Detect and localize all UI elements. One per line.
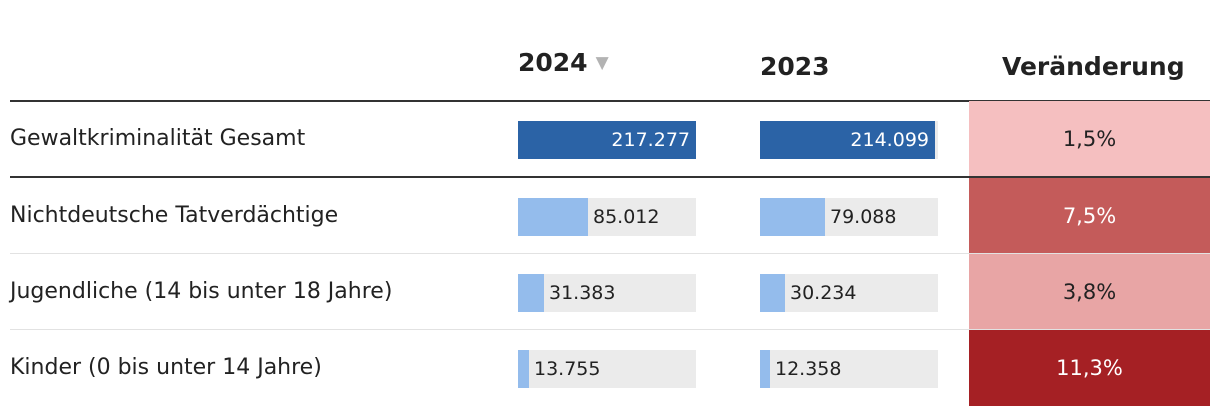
bar-2023 <box>760 198 825 236</box>
bar-track-2023: 30.234 <box>760 274 938 312</box>
bar-value-2024: 85.012 <box>593 206 660 228</box>
bar-track-2024: 31.383 <box>518 274 696 312</box>
bar-2024 <box>518 274 544 312</box>
bar-2023 <box>760 350 770 388</box>
table-row: Kinder (0 bis unter 14 Jahre) 13.755 12.35… <box>10 330 1210 406</box>
header-2024[interactable]: 2024 ▼ <box>518 48 609 77</box>
table-row: Nichtdeutsche Tatverdächtige 85.012 79.088… <box>10 178 1210 254</box>
bar-track-2024: 217.277 <box>518 121 696 159</box>
row-label: Jugendliche (14 bis unter 18 Jahre) <box>10 279 393 304</box>
header-change[interactable]: Veränderung <box>1002 52 1185 81</box>
row-label: Gewaltkriminalität Gesamt <box>10 126 306 151</box>
row-divider <box>10 253 1210 254</box>
bar-2023 <box>760 274 785 312</box>
bar-2024 <box>518 350 529 388</box>
bar-value-2024: 13.755 <box>534 358 601 380</box>
bar-value-2023: 30.234 <box>790 282 857 304</box>
bar-2024 <box>518 121 696 159</box>
row-divider <box>10 176 1210 178</box>
bar-value-2023: 214.099 <box>850 129 929 151</box>
change-cell: 3,8% <box>969 254 1210 330</box>
bar-track-2023: 12.358 <box>760 350 938 388</box>
sort-down-icon[interactable]: ▼ <box>595 53 609 73</box>
header-2023[interactable]: 2023 <box>760 52 830 81</box>
change-cell: 11,3% <box>969 330 1210 406</box>
bar-2024 <box>518 198 588 236</box>
bar-value-2023: 12.358 <box>775 358 842 380</box>
table-row: Jugendliche (14 bis unter 18 Jahre) 31.38… <box>10 254 1210 330</box>
bar-value-2024: 31.383 <box>549 282 616 304</box>
change-cell: 7,5% <box>969 178 1210 254</box>
bar-track-2024: 85.012 <box>518 198 696 236</box>
bar-value-2024: 217.277 <box>611 129 690 151</box>
row-label: Kinder (0 bis unter 14 Jahre) <box>10 355 322 380</box>
row-label: Nichtdeutsche Tatverdächtige <box>10 203 339 228</box>
bar-track-2024: 13.755 <box>518 350 696 388</box>
header-divider <box>10 100 1210 102</box>
bar-value-2023: 79.088 <box>830 206 897 228</box>
bar-track-2023: 79.088 <box>760 198 938 236</box>
bar-2023 <box>760 121 935 159</box>
row-divider <box>10 329 1210 330</box>
header-2024-label: 2024 <box>518 48 588 77</box>
change-cell: 1,5% <box>969 101 1210 177</box>
table-row: Gewaltkriminalität Gesamt 217.277 214.099 1… <box>10 101 1210 178</box>
bar-track-2023: 214.099 <box>760 121 938 159</box>
